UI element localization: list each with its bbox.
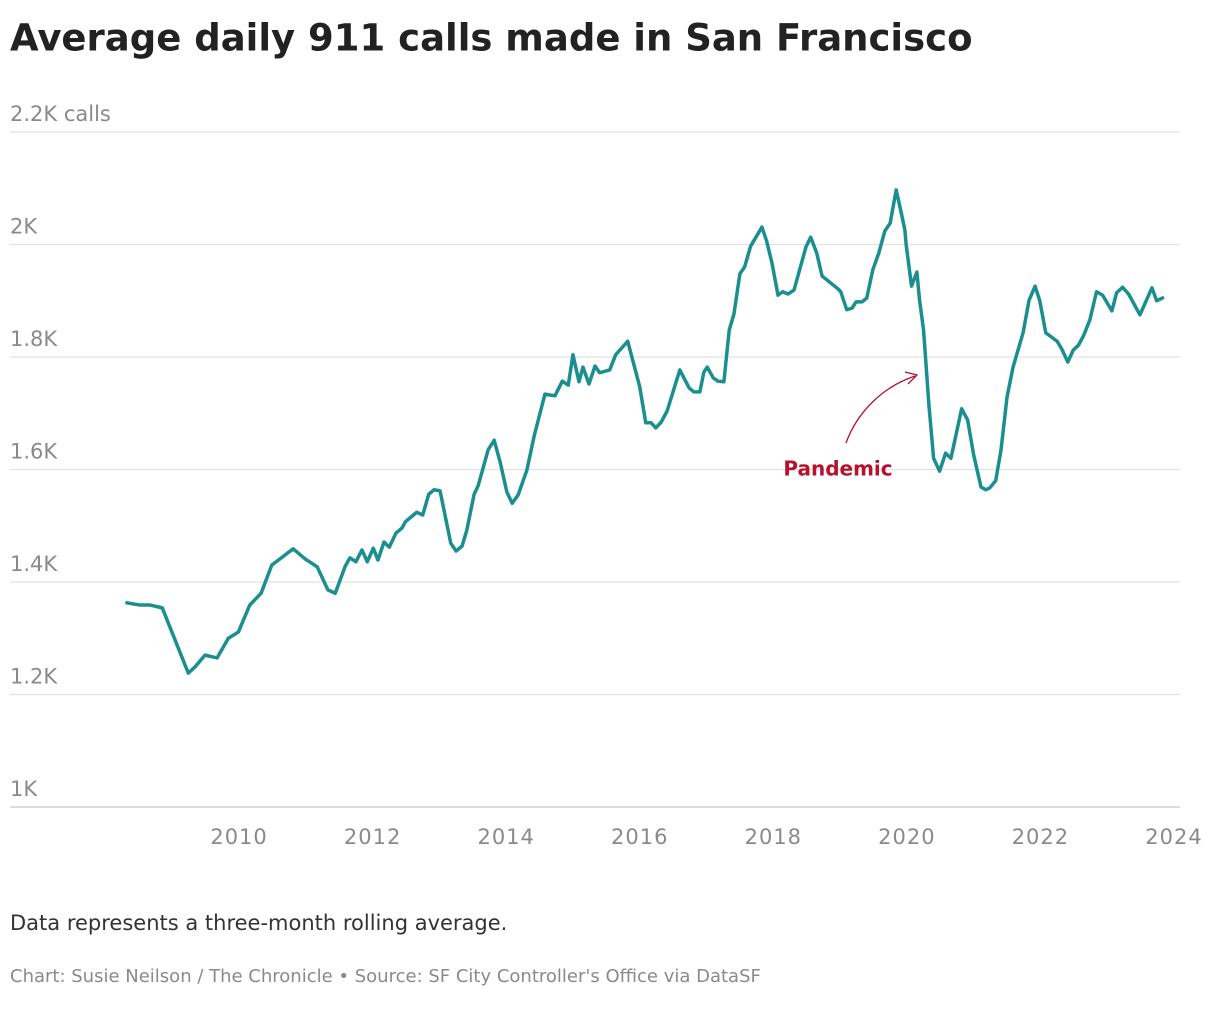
plot-area: 1K 1.2K 1.4K 1.6K 1.8K 2K 2.2K calls 2010 2012 20…	[10, 102, 1202, 849]
y-tick-label: 2.2K calls	[10, 102, 111, 126]
annotation-arrow	[845, 375, 916, 444]
x-tick-label: 2014	[477, 825, 534, 849]
x-tick-label: 2012	[344, 825, 401, 849]
annotation-arrowhead	[904, 371, 919, 385]
x-tick-label: 2020	[878, 825, 935, 849]
x-tick-label: 2018	[745, 825, 802, 849]
note: Data represents a three-month rolling av…	[10, 911, 507, 935]
y-tick-label: 1.2K	[10, 665, 58, 689]
x-tick-label: 2022	[1012, 825, 1069, 849]
y-tick-label: 1.6K	[10, 440, 58, 464]
y-tick-label: 1.8K	[10, 327, 58, 351]
annotation: Pandemic	[783, 457, 892, 481]
y-tick-label: 1.4K	[10, 552, 58, 576]
data-line	[125, 188, 1165, 675]
x-tick-label: 2016	[611, 825, 668, 849]
chart-title: Average daily 911 calls made in San Fran…	[10, 17, 973, 60]
x-tick-label: 2024	[1145, 825, 1202, 849]
source: Chart: Susie Neilson / The Chronicle • S…	[10, 966, 761, 987]
y-tick-label: 2K	[10, 215, 38, 239]
y-tick-label: 1K	[10, 777, 38, 801]
x-tick-label: 2010	[210, 825, 267, 849]
